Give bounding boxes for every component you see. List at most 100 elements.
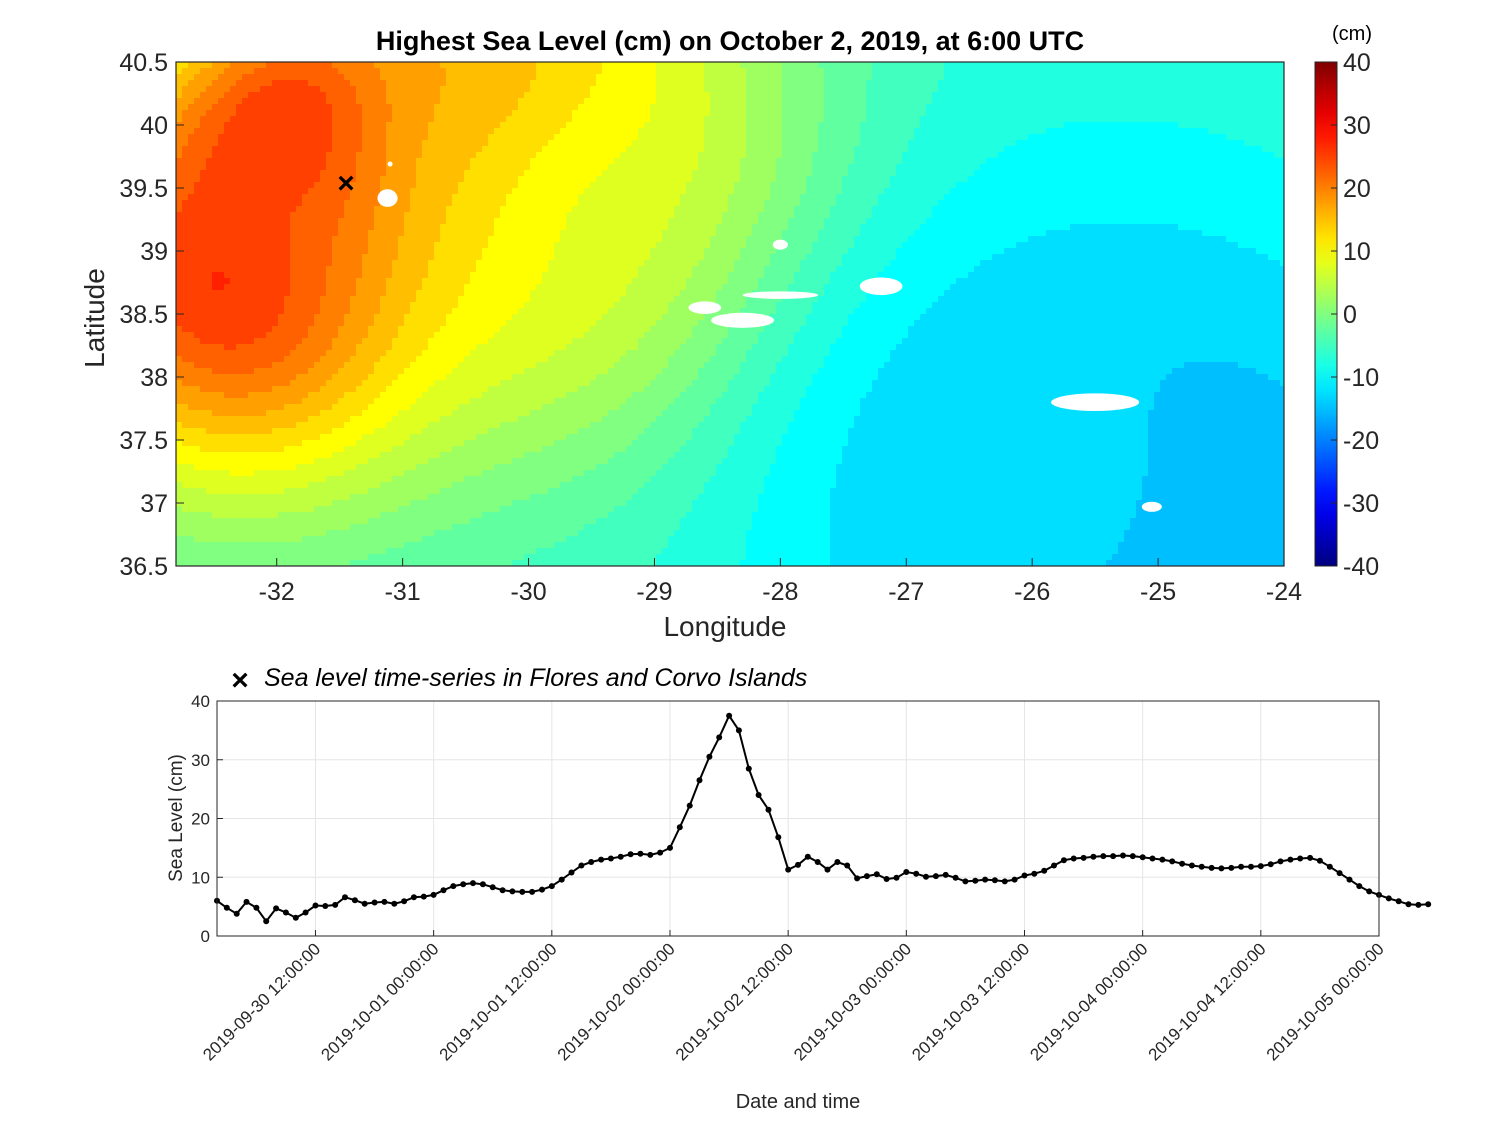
map-cell xyxy=(440,188,447,195)
map-cell xyxy=(1148,188,1155,195)
map-cell xyxy=(1004,116,1011,123)
map-cell xyxy=(542,122,549,129)
map-cell xyxy=(1220,182,1227,189)
map-cell xyxy=(356,122,363,129)
map-cell xyxy=(212,74,219,81)
map-cell xyxy=(206,134,213,141)
map-cell xyxy=(590,98,597,105)
map-cell xyxy=(674,194,681,201)
map-cell xyxy=(704,164,711,171)
map-cell xyxy=(566,128,573,135)
map-cell xyxy=(584,164,591,171)
map-cell xyxy=(608,122,615,129)
map-cell xyxy=(1010,188,1017,195)
map-cell xyxy=(1016,134,1023,141)
map-cell xyxy=(518,152,525,159)
map-cell xyxy=(878,218,885,225)
map-cell xyxy=(872,140,879,147)
map-cell xyxy=(1088,170,1095,177)
map-cell xyxy=(1154,86,1161,93)
map-cell xyxy=(686,218,693,225)
map-cell xyxy=(662,164,669,171)
map-cell xyxy=(764,212,771,219)
map-cell xyxy=(788,116,795,123)
map-cell xyxy=(1058,164,1065,171)
map-cell xyxy=(1052,158,1059,165)
map-cell xyxy=(560,134,567,141)
map-cell xyxy=(1226,188,1233,195)
map-cell xyxy=(632,164,639,171)
map-cell xyxy=(608,104,615,111)
map-cell xyxy=(338,80,345,87)
map-cell xyxy=(1082,68,1089,75)
map-cell xyxy=(1052,92,1059,99)
map-cell xyxy=(614,98,621,105)
map-cell xyxy=(428,134,435,141)
map-cell xyxy=(206,170,213,177)
map-cell xyxy=(422,104,429,111)
map-cell xyxy=(362,74,369,81)
map-cell xyxy=(776,80,783,87)
map-cell xyxy=(320,104,327,111)
map-cell xyxy=(728,152,735,159)
map-cell xyxy=(458,188,465,195)
map-cell xyxy=(404,218,411,225)
map-cell xyxy=(1190,110,1197,117)
map-cell xyxy=(716,152,723,159)
map-cell xyxy=(680,92,687,99)
map-cell xyxy=(422,122,429,129)
map-cell xyxy=(344,110,351,117)
map-cell xyxy=(590,62,597,69)
map-cell xyxy=(248,164,255,171)
map-cell xyxy=(752,206,759,213)
map-cell xyxy=(1124,140,1131,147)
map-cell xyxy=(326,68,333,75)
map-cell xyxy=(974,104,981,111)
map-cell xyxy=(668,158,675,165)
map-cell xyxy=(1022,188,1029,195)
map-cell xyxy=(362,206,369,213)
map-cell xyxy=(236,182,243,189)
map-cell xyxy=(782,122,789,129)
map-cell xyxy=(356,170,363,177)
map-cell xyxy=(464,176,471,183)
map-cell xyxy=(212,80,219,87)
map-cell xyxy=(1136,140,1143,147)
map-cell xyxy=(380,110,387,117)
map-cell xyxy=(590,218,597,225)
map-cell xyxy=(314,176,321,183)
map-cell xyxy=(908,86,915,93)
map-cell xyxy=(1064,212,1071,219)
map-cell xyxy=(1166,116,1173,123)
map-cell xyxy=(1088,92,1095,99)
map-cell xyxy=(542,218,549,225)
map-cell xyxy=(650,200,657,207)
map-cell xyxy=(800,98,807,105)
map-cell xyxy=(872,218,879,225)
map-cell xyxy=(272,134,279,141)
map-cell xyxy=(218,128,225,135)
map-cell xyxy=(800,140,807,147)
map-cell xyxy=(728,212,735,219)
map-cell xyxy=(734,110,741,117)
map-cell xyxy=(1118,164,1125,171)
map-cell xyxy=(1130,146,1137,153)
map-cell xyxy=(1172,218,1179,225)
map-cell xyxy=(980,110,987,117)
map-cell xyxy=(1070,80,1077,87)
map-cell xyxy=(500,152,507,159)
map-cell xyxy=(290,170,297,177)
map-cell xyxy=(860,134,867,141)
map-cell xyxy=(872,122,879,129)
map-cell xyxy=(890,134,897,141)
map-cell xyxy=(704,146,711,153)
map-cell xyxy=(656,128,663,135)
map-cell xyxy=(908,158,915,165)
map-cell xyxy=(1148,98,1155,105)
map-cell xyxy=(848,116,855,123)
map-cell xyxy=(818,194,825,201)
map-cell xyxy=(776,182,783,189)
map-cell xyxy=(290,158,297,165)
map-cell xyxy=(1214,158,1221,165)
map-cell xyxy=(278,80,285,87)
